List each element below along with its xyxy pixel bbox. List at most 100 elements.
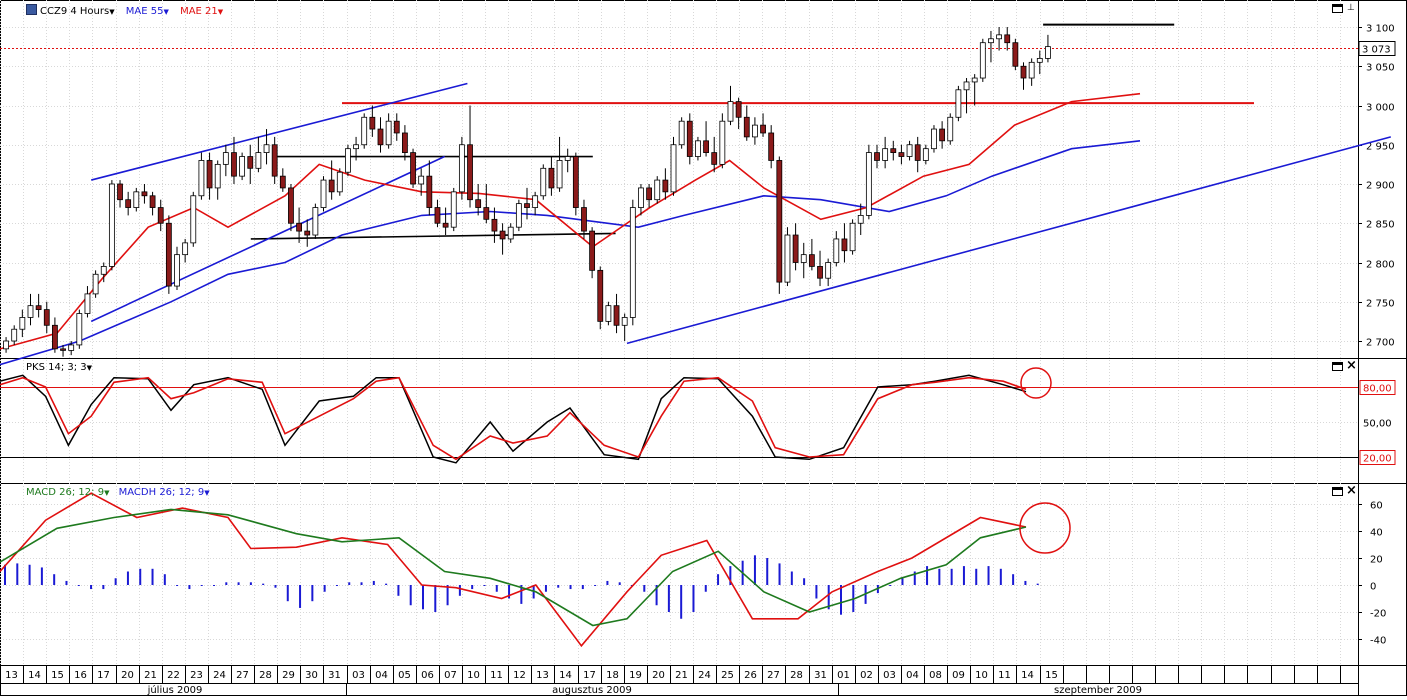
macd-histogram-bar [643,585,646,592]
candle-body [60,348,66,351]
candle-body [1012,42,1019,67]
macd-histogram-bar [790,571,793,585]
month-label: augusztus 2009 [552,685,632,696]
candle-body [361,116,368,146]
candle-body [507,226,514,240]
macd-histogram-bar [950,568,953,585]
candle-body [613,305,620,326]
candle-body [703,140,709,153]
candle-body [174,254,180,287]
x-tick-label: 13 [5,670,18,681]
dropdown-icon[interactable]: ▼ [163,8,169,16]
candle-body [458,144,465,193]
candle-body [711,152,718,165]
macd-histogram-bar [360,582,363,585]
dropdown-icon[interactable]: ▼ [217,8,224,16]
y-tick-label: 2 850 [1366,220,1395,231]
candle-body [865,152,872,216]
macd-histogram-bar [655,585,658,606]
candle-body [336,171,343,193]
maximize-icon[interactable] [1332,4,1343,13]
macd-label[interactable]: MACD 26; 12; 9 [26,487,105,498]
macd-histogram-bar [176,585,179,586]
candle-body [483,207,490,220]
x-tick-label: 10 [975,670,988,681]
candle-body [515,203,522,228]
macd-histogram-bar [114,578,117,585]
candle-body [247,156,254,169]
macd-tick-label: -40 [1370,636,1386,647]
x-tick-label: 02 [860,670,873,681]
macd-histogram-bar [126,571,129,585]
macd-histogram-bar [729,566,732,585]
candle-body [1036,58,1043,63]
dropdown-icon[interactable]: ▼ [86,364,93,372]
mae55-label[interactable]: MAE 55 [125,6,164,17]
candle-body [108,183,115,267]
macd-histogram-bar [299,585,302,608]
macd-histogram-bar [667,585,670,612]
x-tick-label: 24 [698,670,711,681]
macd-histogram-bar [90,585,93,590]
macd-histogram-bar [77,585,80,586]
macd-histogram-bar [594,585,597,586]
candle-body [100,266,107,275]
x-tick-label: 28 [259,670,272,681]
candle-body [11,328,18,342]
mae21-line [0,92,1141,350]
macd-histogram-bar [237,582,240,585]
candle-body [377,128,384,146]
macd-histogram-bar [581,585,584,590]
macdh-label[interactable]: MACDH 26; 12; 9 [118,487,205,498]
candle-body [35,305,42,310]
macd-histogram-bar [40,567,43,585]
x-tick-label: 13 [536,670,549,681]
macd-histogram-bar [901,578,904,585]
candle-body [231,152,237,177]
candle-body [947,116,954,142]
dropdown-icon[interactable]: ▼ [204,489,210,497]
candle-body [279,175,286,189]
pks-label[interactable]: PKS 14; 3; 3 [26,362,87,373]
dropdown-icon[interactable]: ▼ [104,489,110,497]
x-tick-label: 31 [814,670,827,681]
current-price-box [1358,41,1396,56]
pks-tick-label: 50,00 [1363,419,1392,430]
symbol-label[interactable]: CCZ9 4 Hours [40,6,110,17]
mae55-line [0,140,1141,366]
macd-histogram-bar [692,585,695,612]
candle-body [157,207,164,224]
macd-histogram-bar [151,568,154,585]
x-tick-label: 30 [305,670,318,681]
macd-histogram-bar [434,585,437,612]
candle-body [996,34,1002,40]
candle-body [979,42,986,79]
x-tick-label: 12 [513,670,526,681]
x-tick-label: 26 [744,670,757,681]
x-tick-label: 28 [790,670,803,681]
x-tick-label: 25 [721,670,734,681]
candle-body [695,140,701,157]
close-icon[interactable]: × [1346,358,1357,373]
y-tick-label: 3 100 [1366,24,1395,35]
maximize-icon[interactable] [1332,362,1343,371]
candle-body [971,77,978,83]
close-icon[interactable]: × [1346,483,1357,498]
candle-body [68,344,75,351]
pks-level-box [1359,380,1396,395]
candle-body [784,234,791,283]
maximize-icon[interactable] [1332,487,1343,496]
candle-body [768,132,775,161]
macd-tick-label: -20 [1370,609,1386,620]
candle-body [222,152,229,165]
candle-body [939,128,946,142]
dropdown-icon[interactable]: ▼ [109,8,115,16]
x-tick-label: 19 [629,670,642,681]
candle-body [198,160,205,197]
candle-body [955,89,962,118]
mae21-label[interactable]: MAE 21 [180,6,218,17]
scale-icon[interactable]: ⊥ [1347,3,1355,13]
pks-k-line [0,374,1027,464]
